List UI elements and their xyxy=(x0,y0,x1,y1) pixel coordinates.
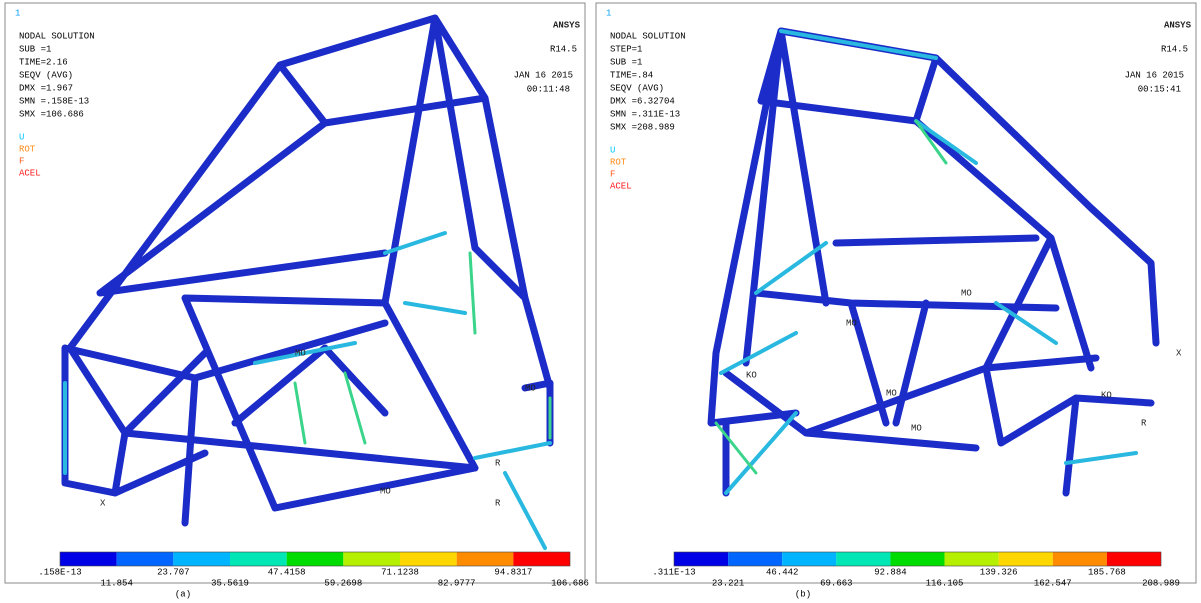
frame-label: R xyxy=(1141,418,1147,428)
colorbar-segment xyxy=(343,552,400,566)
frame-label: R xyxy=(495,458,501,468)
colorbar-label: 47.4158 xyxy=(268,567,306,577)
frame-label: X xyxy=(100,498,106,508)
info-line: DMX =1.967 xyxy=(19,83,73,93)
colorbar-label: 82.9777 xyxy=(438,578,476,588)
legend-item: F xyxy=(19,156,24,166)
colorbar-label: 208.989 xyxy=(1142,578,1180,588)
info-line: SMN =.158E-13 xyxy=(19,96,89,106)
colorbar-segment xyxy=(945,552,999,566)
frame-label: MO xyxy=(295,348,306,358)
legend-item: ROT xyxy=(19,144,36,154)
panel-border xyxy=(596,3,1196,583)
colorbar-label: .158E-13 xyxy=(38,567,81,577)
colorbar-label: 59.2698 xyxy=(324,578,362,588)
frame-label: MO xyxy=(525,383,536,393)
colorbar-segment xyxy=(457,552,514,566)
info-line: SMN =.311E-13 xyxy=(610,109,680,119)
frame-label: MO xyxy=(886,388,897,398)
time: 00:11:48 xyxy=(527,84,570,94)
info-line: SMX =208.989 xyxy=(610,122,675,132)
version: R14.5 xyxy=(1161,44,1188,54)
colorbar-segment xyxy=(117,552,174,566)
panel-a: 1 NODAL SOLUTION SUB =1 TIME=2.16 SEQV (AVG)… xyxy=(5,3,589,588)
logo: ANSYS xyxy=(553,20,581,30)
colorbar-label: 23.707 xyxy=(157,567,189,577)
info-line: TIME=2.16 xyxy=(19,57,68,67)
legend-item: U xyxy=(19,132,24,142)
frame-label: MO xyxy=(961,288,972,298)
colorbar-segment xyxy=(999,552,1053,566)
info-line: SUB =1 xyxy=(19,44,51,54)
colorbar-segment xyxy=(60,552,117,566)
colorbar-label: 185.768 xyxy=(1088,567,1126,577)
colorbar-label: 11.854 xyxy=(100,578,132,588)
colorbar-label: .311E-13 xyxy=(652,567,695,577)
info-line: STEP=1 xyxy=(610,44,642,54)
colorbar-label: 94.8317 xyxy=(494,567,532,577)
id-mark: 1 xyxy=(15,8,20,18)
info-line: SUB =1 xyxy=(610,57,642,67)
legend-item: U xyxy=(610,145,615,155)
colorbar-label: 92.884 xyxy=(874,567,906,577)
frame-label: MO xyxy=(846,318,857,328)
logo: ANSYS xyxy=(1164,20,1192,30)
legend-item: F xyxy=(610,169,615,179)
info-line: DMX =6.32704 xyxy=(610,96,675,106)
colorbar-label: 23.221 xyxy=(712,578,744,588)
info-line: SEQV (AVG) xyxy=(19,70,73,80)
info-line: NODAL SOLUTION xyxy=(610,31,686,41)
legend-item: ACEL xyxy=(610,181,632,191)
date: JAN 16 2015 xyxy=(514,70,573,80)
colorbar-segment xyxy=(674,552,728,566)
frame-label: X xyxy=(1176,348,1182,358)
colorbar-label: 106.686 xyxy=(551,578,589,588)
legend-item: ACEL xyxy=(19,168,41,178)
id-mark: 1 xyxy=(606,8,611,18)
colorbar-label: 71.1238 xyxy=(381,567,419,577)
colorbar-segment xyxy=(890,552,944,566)
frame-label: MO xyxy=(911,423,922,433)
legend-item: ROT xyxy=(610,157,627,167)
colorbar-segment xyxy=(728,552,782,566)
frame-label: MO xyxy=(380,486,391,496)
frame-label: R xyxy=(495,498,501,508)
colorbar-segment xyxy=(230,552,287,566)
colorbar-segment xyxy=(1107,552,1161,566)
colorbar-segment xyxy=(400,552,457,566)
info-line: SMX =106.686 xyxy=(19,109,84,119)
panel-b: 1 NODAL SOLUTION STEP=1 SUB =1 TIME=.84 SEQV … xyxy=(596,3,1196,588)
caption: (b) xyxy=(795,589,811,599)
colorbar-segment xyxy=(287,552,344,566)
colorbar-segment xyxy=(513,552,570,566)
colorbar-label: 46.442 xyxy=(766,567,798,577)
colorbar-segment xyxy=(1053,552,1107,566)
colorbar-label: 35.5619 xyxy=(211,578,249,588)
colorbar-segment xyxy=(836,552,890,566)
time: 00:15:41 xyxy=(1138,84,1181,94)
date: JAN 16 2015 xyxy=(1125,70,1184,80)
colorbar-label: 139.326 xyxy=(980,567,1018,577)
figure: 1 NODAL SOLUTION SUB =1 TIME=2.16 SEQV (AVG)… xyxy=(0,0,1201,603)
info-line: NODAL SOLUTION xyxy=(19,31,95,41)
colorbar-label: 162.547 xyxy=(1034,578,1072,588)
colorbar-segment xyxy=(173,552,230,566)
version: R14.5 xyxy=(550,44,577,54)
info-line: SEQV (AVG) xyxy=(610,83,664,93)
colorbar-segment xyxy=(782,552,836,566)
colorbar-label: 69.663 xyxy=(820,578,852,588)
colorbar-label: 116.105 xyxy=(926,578,964,588)
frame-label: KO xyxy=(746,370,757,380)
caption: (a) xyxy=(175,589,191,599)
info-line: TIME=.84 xyxy=(610,70,653,80)
frame-label: KO xyxy=(1101,390,1112,400)
